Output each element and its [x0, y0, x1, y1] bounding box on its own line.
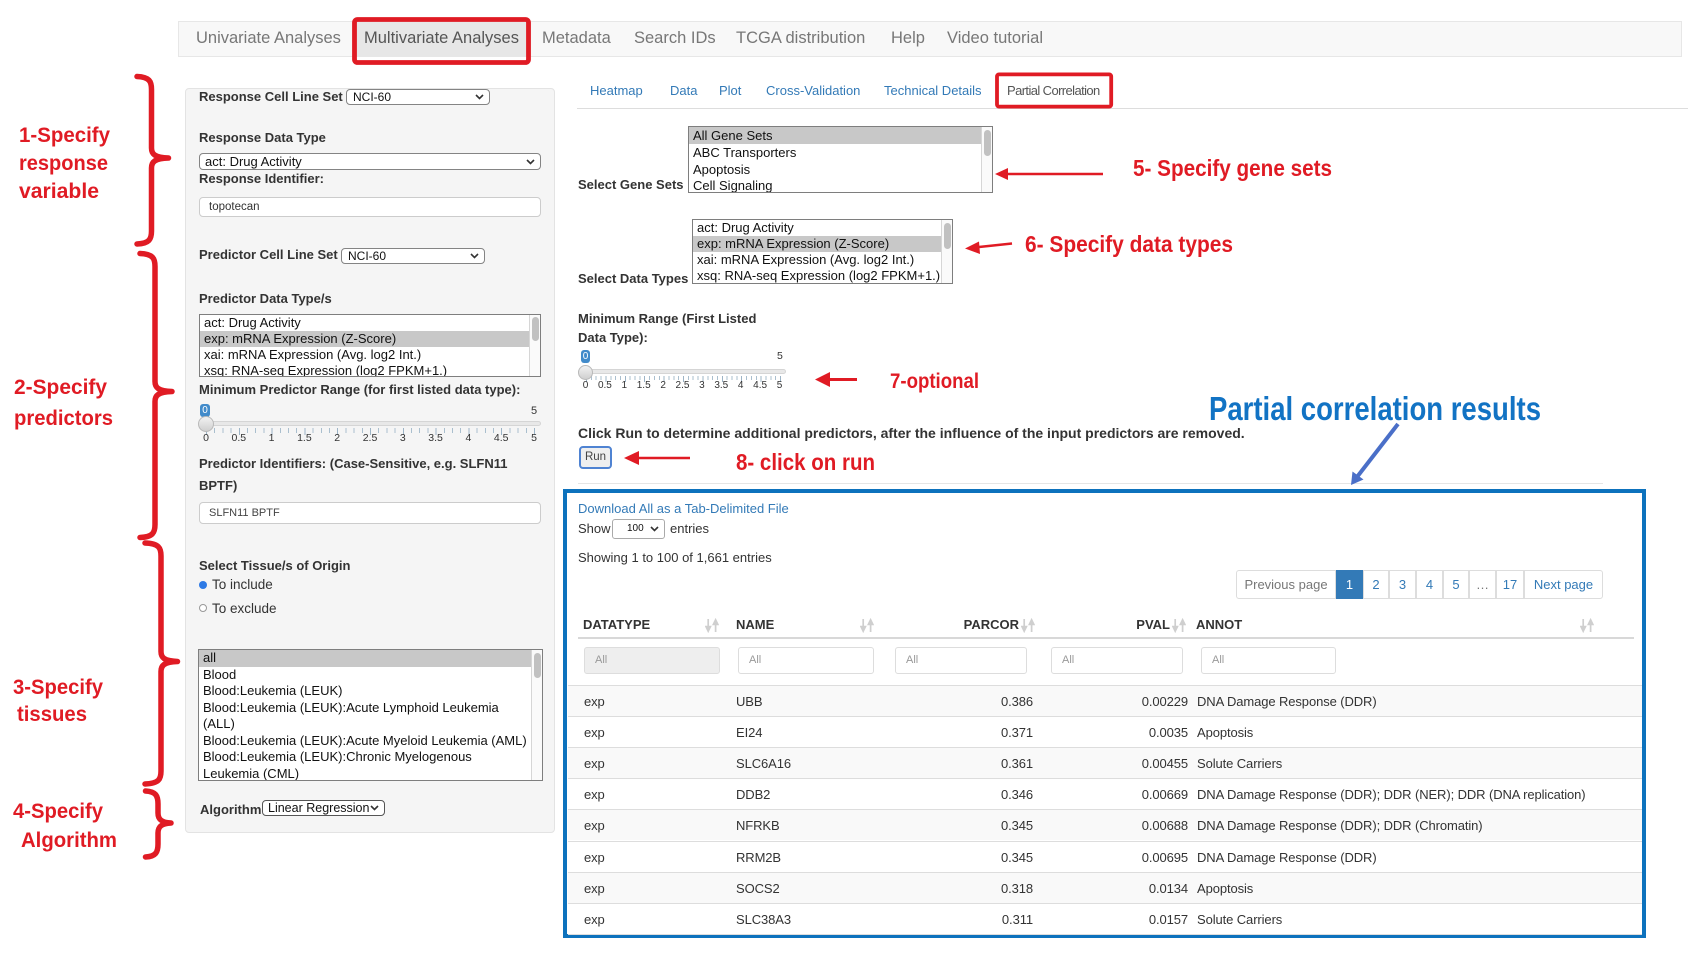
svg-text:3-Specify: 3-Specify: [13, 676, 103, 699]
svg-text:8- click on run: 8- click on run: [736, 449, 875, 475]
svg-text:tissues: tissues: [17, 703, 87, 726]
svg-text:4-Specify: 4-Specify: [13, 800, 103, 823]
svg-text:variable: variable: [19, 180, 99, 203]
svg-text:predictors: predictors: [14, 407, 113, 430]
svg-text:6- Specify data types: 6- Specify data types: [1025, 231, 1233, 257]
svg-text:Partial correlation results: Partial correlation results: [1209, 390, 1541, 427]
svg-text:2-Specify: 2-Specify: [14, 376, 107, 399]
svg-text:1-Specify: 1-Specify: [19, 124, 110, 147]
svg-text:response: response: [19, 152, 108, 175]
svg-text:5- Specify gene sets: 5- Specify gene sets: [1133, 155, 1332, 181]
svg-text:Algorithm: Algorithm: [21, 829, 117, 852]
svg-text:7-optional: 7-optional: [890, 369, 979, 393]
